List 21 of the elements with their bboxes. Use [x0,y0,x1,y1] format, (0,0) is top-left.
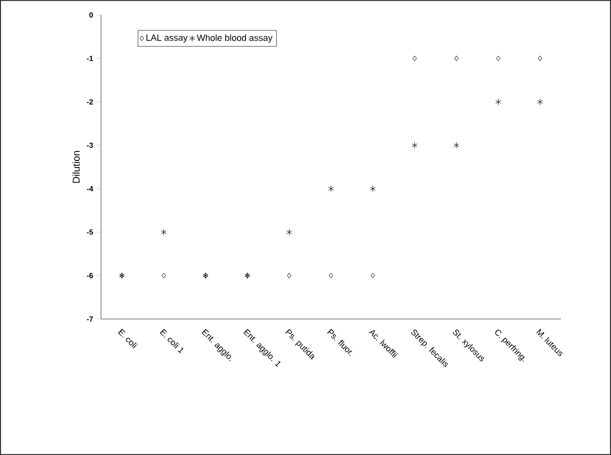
point [454,142,460,149]
point [537,98,543,106]
legend-label: Whole blood assay [196,34,272,43]
point [370,185,376,192]
point [370,272,375,278]
point [328,272,334,278]
x-tick-label: E. coli [118,328,138,348]
point [160,228,167,236]
legend-label: LAL assay [146,34,188,43]
point [454,56,459,62]
point [495,98,502,106]
point [538,56,542,62]
point [287,272,292,278]
point [412,56,417,62]
y-axis-title: Dilution [72,151,80,183]
point [162,272,166,278]
point [412,142,418,149]
point [328,185,334,192]
point [496,56,500,62]
point [286,228,292,236]
x-tick-label: E. coli 1 [160,328,184,354]
